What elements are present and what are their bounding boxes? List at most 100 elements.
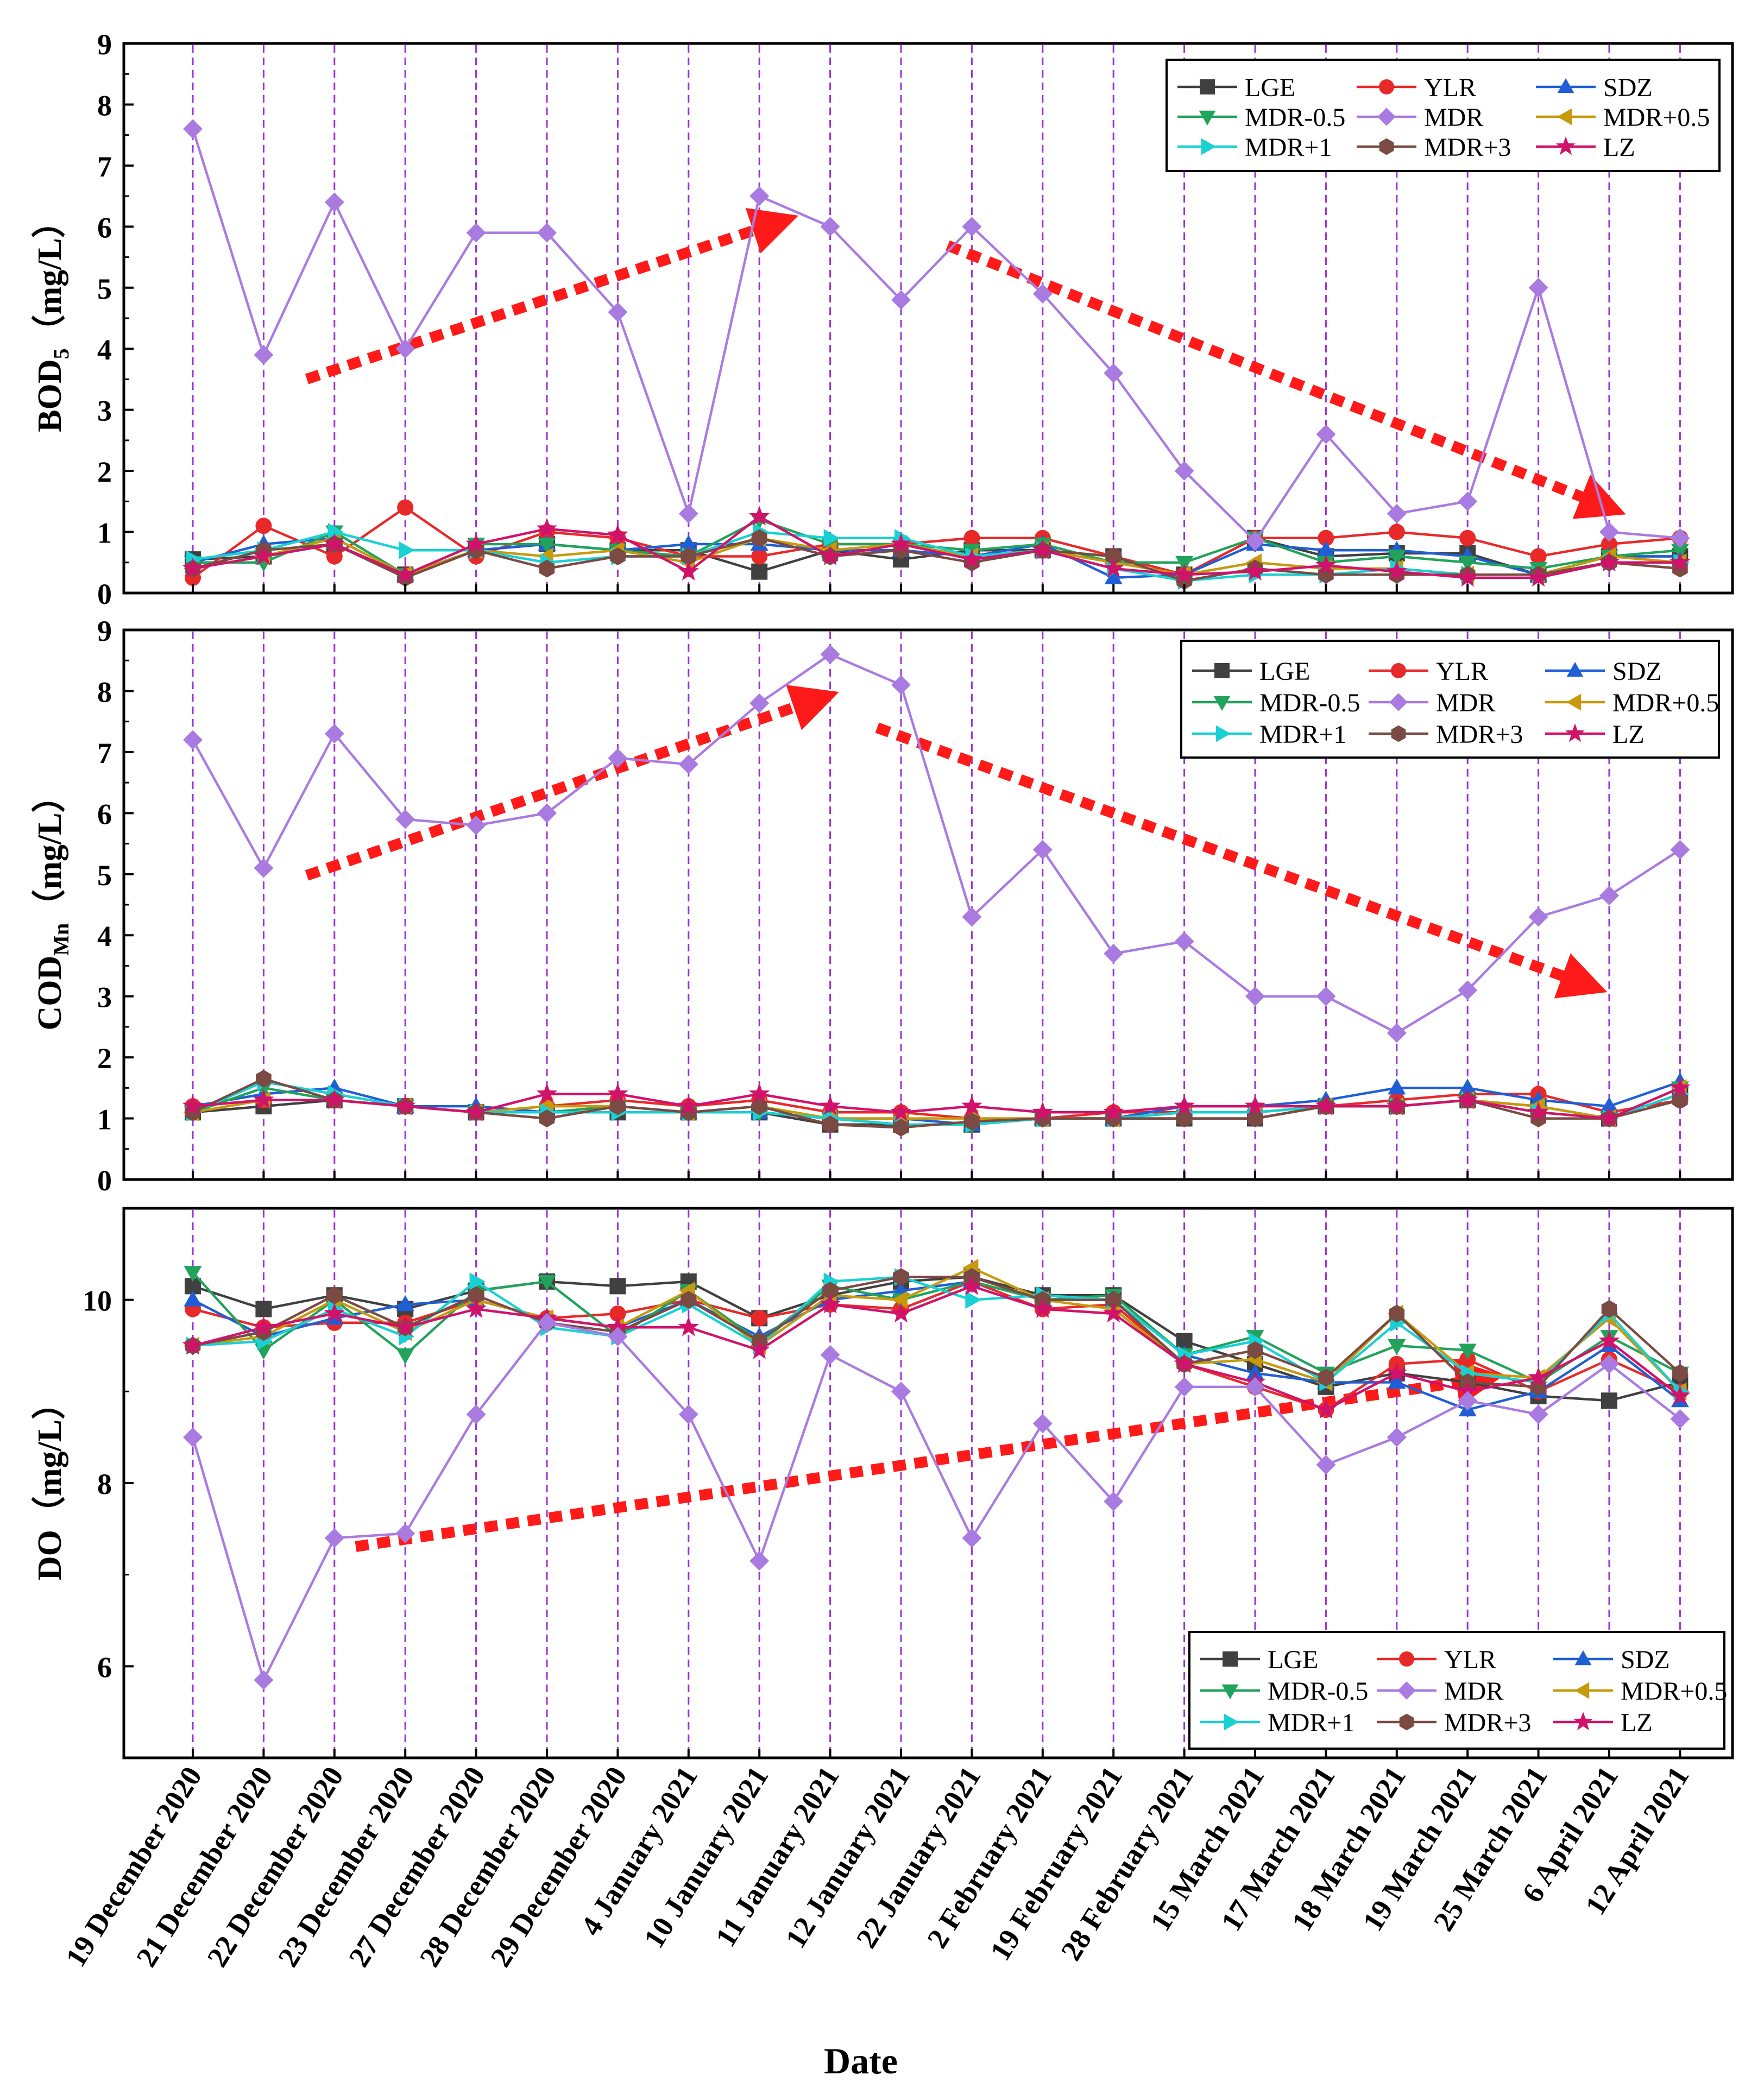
codmn-point-lz [1244, 1095, 1266, 1115]
bod5-point-mdr [891, 290, 911, 310]
codmn-legend-swatch-marker [1566, 661, 1584, 677]
do-legend-label: MDR+1 [1268, 1708, 1354, 1737]
bod5-point-lz [1598, 551, 1620, 572]
bod5-point-lz [253, 545, 274, 565]
do-point-mdr [395, 1523, 415, 1543]
bod5-legend: LGE YLR SDZ MDR-0.5 MDR MDR+0.5 MDR+1 MDR+3 LZ [1166, 59, 1721, 172]
codmn-point-mdr [678, 754, 698, 774]
do-point-lz [1032, 1298, 1054, 1318]
codmn-point-lz [1386, 1095, 1408, 1115]
bod5-point-mdr [254, 345, 274, 365]
bod5-point-ylr [751, 548, 768, 565]
codmn-y-tick-label: 7 [97, 737, 112, 770]
do-point-mdrminus05 [1388, 1339, 1406, 1355]
bod5-point-mdr [1528, 277, 1548, 298]
codmn-point-mdr [1104, 943, 1124, 963]
bod5-point-lz [1528, 566, 1549, 587]
codmn-point-mdr [608, 748, 628, 768]
codmn-y-tick-label: 9 [97, 615, 112, 647]
bod5-point-lz [536, 518, 558, 538]
do-trend-arrow-rise [355, 1359, 1504, 1552]
codmn-legend-label: SDZ [1612, 657, 1662, 686]
codmn-point-mdr [891, 675, 911, 695]
codmn-legend-item-sdz: SDZ [1545, 657, 1662, 686]
do-line-lz [192, 1285, 1681, 1411]
bod5-y-tick-label: 5 [97, 273, 112, 305]
do-point-lz [182, 1334, 204, 1355]
codmn-point-mdr [749, 693, 770, 713]
bod5-legend-item-mdrplus1: MDR+1 [1177, 133, 1332, 162]
bod5-legend-swatch-marker [1557, 78, 1574, 93]
do-point-mdrminus05 [538, 1275, 556, 1291]
do-legend-label: YLR [1444, 1645, 1496, 1674]
do-y-tick-label: 8 [97, 1468, 112, 1500]
codmn-point-mdr [537, 803, 557, 823]
do-point-lz [1528, 1366, 1549, 1387]
codmn-point-lz [748, 1083, 770, 1103]
do-legend-item-mdr: MDR [1377, 1677, 1503, 1706]
bod5-point-mdrminus05 [1388, 550, 1406, 566]
codmn-y-tick-label: 6 [97, 798, 112, 830]
do-point-lge [185, 1278, 201, 1295]
bod5-point-lz [961, 548, 982, 569]
bod5-point-lge [751, 563, 768, 580]
do-point-mdrplus3 [326, 1286, 343, 1304]
bod5-point-mdr [1245, 531, 1265, 551]
bod5-legend-item-mdrminus05: MDR-0.5 [1177, 103, 1345, 132]
codmn-legend-item-ylr: YLR [1369, 657, 1488, 686]
do-legend-swatch-marker [1573, 1712, 1593, 1731]
bod5-y-tick-label: 6 [97, 211, 112, 244]
bod5-point-mdr [608, 302, 628, 322]
do-point-mdr [1174, 1377, 1194, 1397]
codmn-point-sdz [1600, 1096, 1618, 1113]
do-point-mdrplus3 [893, 1268, 909, 1286]
codmn-legend-swatch-marker [1214, 663, 1230, 678]
do-point-mdr [466, 1404, 486, 1424]
bod5-point-mdrplus3 [610, 547, 626, 565]
codmn-legend-label: MDR [1436, 689, 1495, 717]
bod5-legend-label: LZ [1603, 133, 1635, 162]
do-point-mdrplus3 [468, 1286, 484, 1304]
codmn-y-tick-label: 8 [97, 676, 112, 708]
bod5-y-tick-label: 8 [97, 89, 112, 122]
codmn-point-mdr [1528, 907, 1548, 927]
codmn-point-sdz [1388, 1078, 1406, 1095]
bod5-y-tick-label: 9 [97, 28, 112, 61]
codmn-legend-item-mdrminus05: MDR-0.5 [1192, 689, 1360, 717]
codmn-legend-label: MDR+0.5 [1612, 689, 1719, 717]
do-point-sdz [184, 1290, 202, 1307]
do-point-mdrplus3 [681, 1291, 697, 1309]
do-point-mdr [1387, 1427, 1407, 1447]
bod5-legend-label: MDR [1424, 103, 1483, 132]
codmn-point-mdr [1670, 840, 1690, 860]
do-legend-box [1188, 1631, 1725, 1750]
bod5-point-mdrminus05 [1458, 556, 1477, 572]
bod5-point-mdr [1670, 528, 1690, 548]
do-point-mdrplus3 [1105, 1291, 1122, 1309]
codmn-trend-arrows [305, 685, 1608, 999]
codmn-panel: 0 1 2 3 4 5 6 7 8 9 CODMn（mg/L） LGE YLR SDZ MDR-0.5 M… [30, 615, 1734, 1197]
codmn-point-mdr [1458, 980, 1478, 1000]
do-point-mdrplus3 [1318, 1368, 1334, 1387]
codmn-point-mdr [1316, 986, 1336, 1006]
bod5-legend-item-lge: LGE [1177, 73, 1295, 102]
codmn-trend-arrow-fall [875, 722, 1608, 999]
do-point-mdr [183, 1427, 203, 1447]
codmn-y-tick-label: 3 [97, 981, 112, 1014]
bod5-legend-item-ylr: YLR [1357, 73, 1476, 102]
codmn-point-mdrplus3 [1176, 1109, 1192, 1128]
bod5-line-ylr [192, 506, 1680, 579]
codmn-legend-item-lz: LZ [1545, 720, 1645, 749]
bod5-legend-label: LGE [1245, 73, 1295, 102]
do-point-lge [609, 1278, 626, 1295]
codmn-point-lz [1457, 1089, 1478, 1109]
bod5-point-mdrplus1 [823, 529, 840, 547]
bod5-point-mdr [466, 223, 486, 243]
codmn-legend-swatch-marker [1215, 725, 1231, 742]
bod5-point-lz [1032, 539, 1054, 559]
bod5-point-lz [1457, 566, 1478, 587]
codmn-point-mdrplus3 [893, 1118, 909, 1137]
codmn-point-mdr [1032, 840, 1053, 860]
codmn-point-mdr [395, 809, 415, 829]
